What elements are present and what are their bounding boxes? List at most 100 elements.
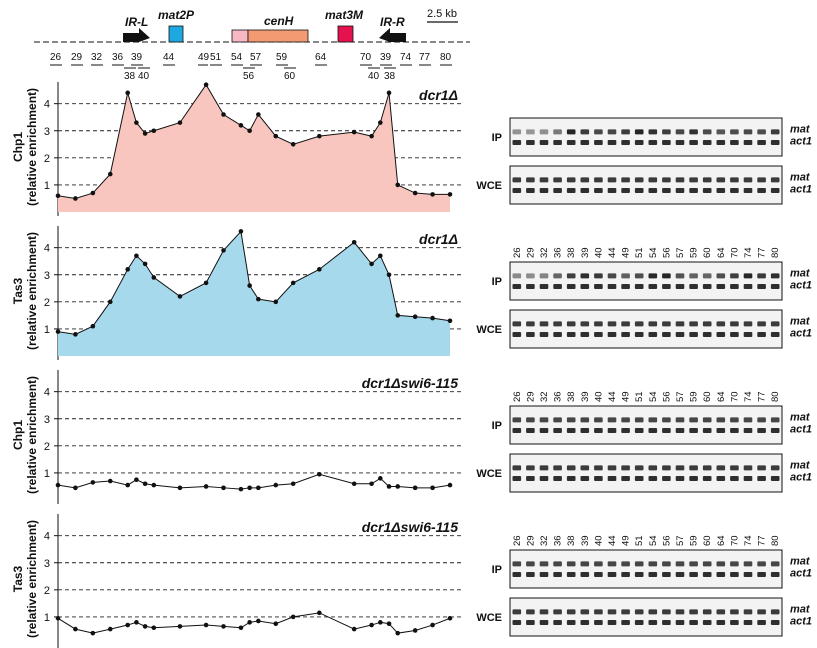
- gel-label-wce: WCE: [476, 324, 502, 336]
- lane-label: 54: [648, 247, 659, 258]
- band-mat: [730, 273, 739, 279]
- data-point: [386, 272, 392, 278]
- data-point: [369, 622, 374, 628]
- data-point: [412, 314, 418, 320]
- band-mat: [580, 129, 590, 135]
- data-point: [317, 133, 322, 139]
- band-mat: [675, 129, 685, 135]
- band-act1: [526, 188, 535, 194]
- band-act1: [621, 284, 630, 290]
- band-act1: [716, 332, 726, 338]
- band-mat: [526, 561, 535, 567]
- band-mat: [594, 609, 603, 615]
- band-act1: [675, 572, 685, 578]
- band-act1: [702, 572, 712, 578]
- lane-label: 77: [757, 247, 768, 258]
- band-act1: [662, 572, 671, 578]
- band-mat: [648, 417, 658, 423]
- band-mat: [607, 609, 617, 615]
- band-label-mat: mat: [790, 315, 811, 327]
- band-act1: [539, 188, 549, 194]
- data-point: [125, 90, 130, 96]
- band-mat: [594, 561, 603, 567]
- band-mat: [716, 609, 726, 615]
- y-axis-label: (relative enrichment): [25, 88, 39, 206]
- band-act1: [702, 284, 712, 290]
- band-act1: [607, 140, 617, 146]
- band-mat: [512, 273, 522, 279]
- band-mat: [770, 609, 780, 615]
- band-act1: [634, 188, 644, 194]
- y-tick-label: 3: [44, 414, 50, 426]
- data-point: [90, 323, 96, 329]
- gel-label-ip: IP: [492, 132, 502, 144]
- data-point: [412, 485, 418, 491]
- ir-r-label: IR-R: [380, 15, 405, 29]
- gel-group-2: 26 29 32 36 38 39 40 44 49 51 54 56 57 59 60 64 70 74 77 80…: [476, 247, 812, 349]
- band-mat: [730, 129, 739, 135]
- data-point: [447, 318, 453, 324]
- band-act1: [512, 572, 522, 578]
- y-tick-label: 1: [44, 468, 50, 480]
- chart-panel-3: 1 2 3 4 Chp1 (relative enrichment) dcr1Δswi6-1…: [11, 370, 462, 504]
- band-act1: [580, 572, 590, 578]
- band-mat: [634, 417, 644, 423]
- band-mat: [716, 321, 726, 327]
- lane-label: 59: [689, 535, 700, 546]
- ir-l-arrow: [123, 28, 150, 42]
- strain-label: dcr1Δswi6-115: [362, 375, 459, 391]
- data-point: [142, 481, 148, 487]
- band-mat: [580, 417, 590, 423]
- band-mat: [743, 609, 753, 615]
- band-act1: [743, 188, 753, 194]
- lane-label: 57: [675, 535, 686, 546]
- band-mat: [648, 465, 658, 471]
- band-mat: [770, 465, 780, 471]
- data-point: [203, 622, 209, 628]
- band-mat: [757, 321, 766, 327]
- band-mat: [553, 129, 562, 135]
- band-mat: [675, 177, 685, 183]
- band-mat: [675, 273, 685, 279]
- band-act1: [743, 140, 753, 146]
- band-mat: [675, 609, 685, 615]
- data-point: [351, 481, 357, 487]
- band-mat: [702, 465, 712, 471]
- gel-label-ip: IP: [492, 420, 502, 432]
- band-act1: [553, 188, 562, 194]
- band-mat: [594, 417, 603, 423]
- data-point: [134, 620, 139, 625]
- band-act1: [634, 476, 644, 482]
- primer-label: 39: [131, 52, 143, 63]
- mat3m-label: mat3M: [325, 8, 364, 22]
- band-act1: [512, 284, 522, 290]
- band-label-mat: mat: [790, 411, 811, 423]
- data-point: [412, 628, 418, 633]
- band-mat: [580, 465, 590, 471]
- data-point: [447, 615, 453, 621]
- band-mat: [621, 417, 630, 423]
- lane-label: 29: [525, 247, 536, 258]
- band-mat: [594, 321, 603, 327]
- data-point: [317, 610, 322, 616]
- band-act1: [607, 620, 617, 626]
- band-act1: [675, 188, 685, 194]
- gel-group-4: 26 29 32 36 38 39 40 44 49 51 54 56 57 59 60 64 70 74 77 80…: [476, 535, 812, 637]
- band-act1: [594, 284, 603, 290]
- y-tick-label: 3: [44, 270, 50, 282]
- band-mat: [526, 273, 535, 279]
- lane-label: 39: [580, 247, 591, 258]
- band-mat: [743, 129, 753, 135]
- band-mat: [716, 129, 726, 135]
- band-mat: [743, 417, 753, 423]
- lane-label: 56: [661, 247, 672, 258]
- band-act1: [770, 620, 780, 626]
- band-act1: [648, 332, 658, 338]
- band-act1: [648, 428, 658, 434]
- lane-label: 51: [634, 535, 645, 546]
- data-point: [142, 131, 148, 136]
- y-axis-label: (relative enrichment): [25, 232, 39, 350]
- data-point: [203, 82, 209, 88]
